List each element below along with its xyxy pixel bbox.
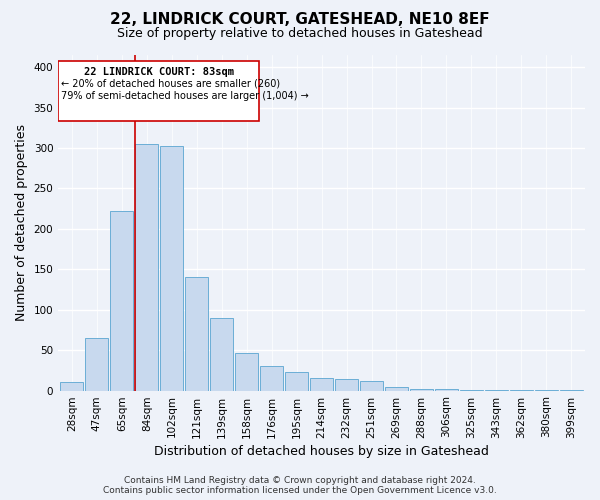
Bar — [410, 389, 433, 390]
Text: 22 LINDRICK COURT: 83sqm: 22 LINDRICK COURT: 83sqm — [83, 67, 233, 77]
Text: Size of property relative to detached houses in Gateshead: Size of property relative to detached ho… — [117, 28, 483, 40]
Text: ← 20% of detached houses are smaller (260): ← 20% of detached houses are smaller (26… — [61, 78, 280, 88]
Bar — [61, 382, 83, 390]
Bar — [260, 366, 283, 390]
Y-axis label: Number of detached properties: Number of detached properties — [15, 124, 28, 322]
FancyBboxPatch shape — [58, 60, 259, 122]
Bar — [360, 381, 383, 390]
Bar — [285, 372, 308, 390]
Bar — [85, 338, 109, 390]
Bar — [185, 278, 208, 390]
X-axis label: Distribution of detached houses by size in Gateshead: Distribution of detached houses by size … — [154, 444, 489, 458]
Bar — [435, 389, 458, 390]
Bar — [385, 386, 408, 390]
Text: 79% of semi-detached houses are larger (1,004) →: 79% of semi-detached houses are larger (… — [61, 90, 308, 101]
Bar — [210, 318, 233, 390]
Bar — [235, 354, 258, 391]
Bar — [335, 379, 358, 390]
Bar — [310, 378, 333, 390]
Bar — [136, 144, 158, 390]
Bar — [110, 211, 133, 390]
Bar — [160, 146, 183, 390]
Text: Contains HM Land Registry data © Crown copyright and database right 2024.
Contai: Contains HM Land Registry data © Crown c… — [103, 476, 497, 495]
Text: 22, LINDRICK COURT, GATESHEAD, NE10 8EF: 22, LINDRICK COURT, GATESHEAD, NE10 8EF — [110, 12, 490, 28]
